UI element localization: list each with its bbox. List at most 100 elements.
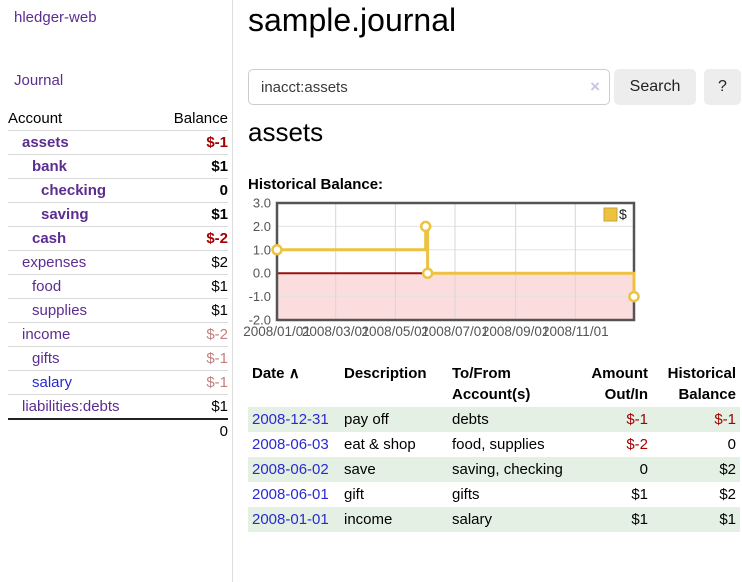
sidebar-account-link[interactable]: gifts — [32, 350, 60, 367]
account-balance: $1 — [211, 278, 228, 295]
col-header-balance[interactable]: Historical Balance — [667, 365, 736, 403]
search-form: × Search ? — [248, 69, 741, 105]
sort-ascending-icon: ∧ — [288, 365, 300, 382]
account-heading: assets — [248, 117, 324, 147]
sidebar-account-link[interactable]: supplies — [32, 302, 88, 319]
transactions-table: Date ∧ Description To/From Account(s) Am… — [248, 361, 740, 532]
data-point-marker — [419, 220, 432, 233]
historical-balance-chart: 3.0 2.0 1.0 0.0 -1.0 -2.02008/01/012008/03/01… — [243, 196, 640, 339]
legend-swatch — [603, 207, 618, 222]
txn-date-cell: 2008-06-03 — [248, 432, 340, 457]
main-content: sample.journal × Search ? assets Histori… — [243, 0, 741, 582]
account-balance: $1 — [211, 206, 228, 223]
sidebar-account-row: gifts $-1 — [8, 346, 228, 370]
sidebar: hledger-web Journal Account Balance asse… — [0, 0, 233, 582]
date-header-label: Date — [252, 365, 285, 382]
transaction-row: 2008-06-02 save saving, checking 0 $2 — [248, 457, 740, 482]
txn-description-cell: save — [344, 461, 376, 478]
col-header-date[interactable]: Date ∧ — [248, 361, 340, 407]
txn-date-cell: 2008-01-01 — [248, 507, 340, 532]
txn-description-cell: eat & shop — [344, 436, 416, 453]
sidebar-account-row: income $-2 — [8, 322, 228, 346]
sidebar-account-link[interactable]: bank — [32, 158, 68, 175]
y-axis-tick-label: 1.0 — [253, 242, 271, 257]
txn-date-link[interactable]: 2008-01-01 — [252, 511, 329, 528]
sidebar-account-row: saving $1 — [8, 202, 228, 226]
sidebar-account-row: food $1 — [8, 274, 228, 298]
sidebar-account-row: assets $-1 — [8, 130, 228, 154]
sidebar-account-row: cash $-2 — [8, 226, 228, 250]
balance-column-header: Balance — [173, 110, 228, 127]
data-point-marker — [628, 290, 640, 303]
accounts-table-header: Account Balance — [8, 107, 228, 130]
sidebar-item-journal[interactable]: Journal — [14, 72, 64, 89]
txn-balance-cell: $2 — [719, 486, 736, 503]
app-brand[interactable]: hledger-web — [14, 9, 97, 26]
txn-balance-cell: 0 — [727, 436, 736, 453]
page-title: sample.journal — [248, 2, 457, 38]
account-balance: $1 — [211, 398, 228, 415]
txn-accounts-cell: food, supplies — [452, 436, 545, 453]
sidebar-account-row: bank $1 — [8, 154, 228, 178]
txn-amount-cell: $1 — [631, 511, 648, 528]
txn-description-cell: income — [344, 511, 393, 528]
x-axis-tick-label: 2008/09/01 — [482, 324, 550, 339]
sidebar-account-link[interactable]: liabilities:debts — [22, 398, 120, 415]
account-balance: 0 — [219, 182, 228, 199]
sidebar-account-row: salary $-1 — [8, 370, 228, 394]
help-button[interactable]: ? — [704, 69, 741, 105]
col-header-description[interactable]: Description — [344, 365, 427, 382]
sidebar-accounts-body: assets $-1 bank $1 checking 0 saving $1 cash $-2 e… — [8, 130, 228, 418]
sidebar-account-link[interactable]: income — [22, 326, 71, 343]
transactions-tbody: 2008-12-31 pay off debts $-1 $-1 2008-06-03 ea… — [248, 407, 740, 532]
transaction-row: 2008-01-01 income salary $1 $1 — [248, 507, 740, 532]
col-header-amount[interactable]: Amount Out/In — [591, 365, 648, 403]
sidebar-account-link[interactable]: food — [32, 278, 62, 295]
sidebar-account-link[interactable]: saving — [41, 206, 89, 223]
y-axis-tick-label: 2.0 — [253, 219, 271, 234]
accounts-total-value: 0 — [219, 423, 228, 440]
accounts-total-row: 0 — [8, 418, 228, 443]
search-input[interactable] — [248, 69, 610, 105]
txn-balance-cell: $2 — [719, 461, 736, 478]
sidebar-account-row: expenses $2 — [8, 250, 228, 274]
col-header-accounts[interactable]: To/From Account(s) — [452, 365, 531, 403]
txn-date-link[interactable]: 2008-06-03 — [252, 436, 329, 453]
search-button[interactable]: Search — [614, 69, 696, 105]
account-balance: $1 — [211, 302, 228, 319]
txn-date-cell: 2008-12-31 — [248, 407, 340, 432]
account-balance: $-2 — [206, 326, 228, 343]
data-point-marker — [421, 267, 434, 279]
txn-date-cell: 2008-06-01 — [248, 482, 340, 507]
y-axis-tick-label: -1.0 — [249, 289, 271, 304]
txn-amount-cell: 0 — [639, 461, 648, 478]
account-balance: $2 — [211, 254, 228, 271]
transaction-row: 2008-06-01 gift gifts $1 $2 — [248, 482, 740, 507]
sidebar-account-link[interactable]: salary — [32, 374, 73, 391]
clear-search-icon[interactable]: × — [590, 77, 600, 96]
sidebar-account-link[interactable]: cash — [32, 230, 67, 247]
sidebar-account-link[interactable]: expenses — [22, 254, 87, 271]
plot-border — [275, 201, 636, 322]
txn-accounts-cell: debts — [452, 411, 489, 428]
legend-label: $ — [619, 206, 627, 222]
txn-date-link[interactable]: 2008-06-01 — [252, 486, 329, 503]
txn-date-cell: 2008-06-02 — [248, 457, 340, 482]
account-balance: $-1 — [206, 134, 228, 151]
y-axis-tick-label: 0.0 — [253, 266, 271, 281]
txn-date-link[interactable]: 2008-12-31 — [252, 411, 329, 428]
sidebar-account-link[interactable]: assets — [22, 134, 69, 151]
txn-amount-cell: $1 — [631, 486, 648, 503]
y-axis-tick-label: -2.0 — [249, 313, 271, 328]
txn-date-link[interactable]: 2008-06-02 — [252, 461, 329, 478]
sidebar-nav: Journal — [8, 72, 232, 90]
x-axis-tick-label: 2008/03/01 — [302, 324, 370, 339]
txn-balance-cell: $1 — [719, 511, 736, 528]
x-axis-tick-label: 2008/01/01 — [243, 324, 311, 339]
txn-amount-cell: $-1 — [626, 411, 648, 428]
txn-amount-cell: $-2 — [626, 436, 648, 453]
x-axis-tick-label: 2008/11/01 — [542, 324, 609, 339]
y-axis-tick-label: 3.0 — [253, 196, 271, 211]
sidebar-account-link[interactable]: checking — [41, 182, 107, 199]
txn-accounts-cell: gifts — [452, 486, 480, 503]
